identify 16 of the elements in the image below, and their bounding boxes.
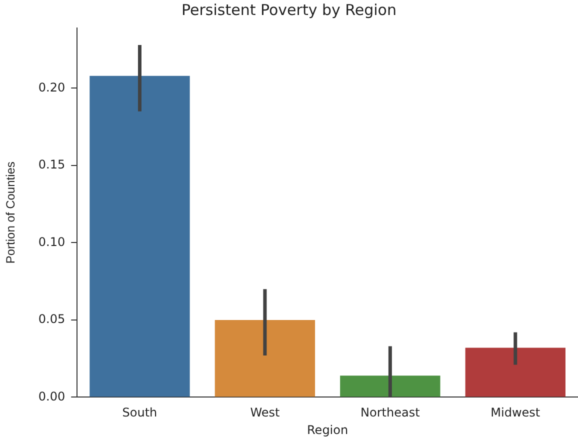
bar xyxy=(90,76,190,397)
y-axis-title: Portion of Counties xyxy=(4,162,18,264)
bar xyxy=(340,376,440,397)
y-tick-label: 0.00 xyxy=(38,389,66,404)
bar xyxy=(214,320,316,397)
x-axis-title: Region xyxy=(307,422,348,437)
x-tick-label: South xyxy=(122,406,158,420)
x-tick-label: Midwest xyxy=(490,406,540,420)
x-tick-label: West xyxy=(250,406,280,420)
y-tick-label: 0.15 xyxy=(38,158,66,172)
y-tick-label: 0.05 xyxy=(38,312,66,326)
x-tick-label: Northeast xyxy=(360,406,420,420)
y-tick-label: 0.20 xyxy=(38,80,66,94)
y-tick-label: 0.10 xyxy=(38,234,66,249)
bar xyxy=(465,348,566,397)
chart-title: Persistent Poverty by Region xyxy=(182,0,396,19)
